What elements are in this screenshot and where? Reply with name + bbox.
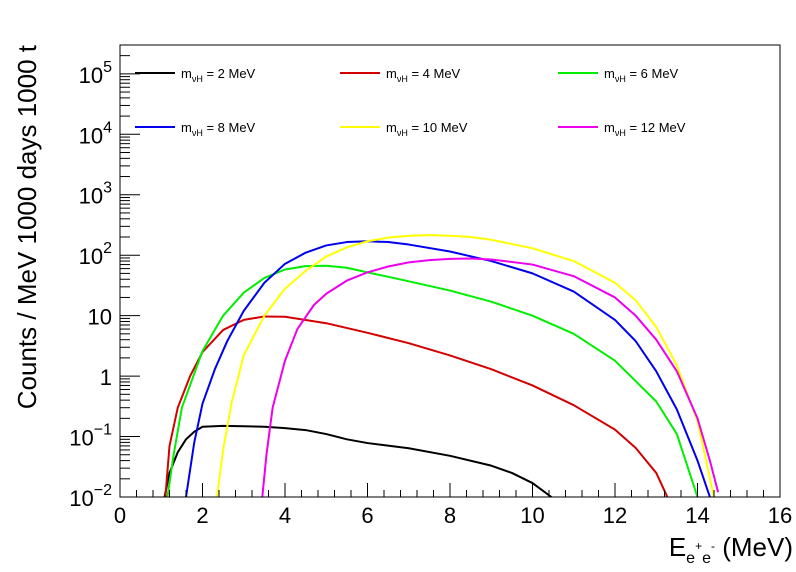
y-tick-label: 103 xyxy=(79,180,112,209)
legend-label-4: mνH = 8 MeV xyxy=(181,120,256,138)
y-tick-label: 105 xyxy=(79,59,112,88)
x-tick-label: 0 xyxy=(114,503,126,528)
y-axis-title: Counts / MeV 1000 days 1000 t xyxy=(12,44,42,409)
legend-label-1: mνH = 2 MeV xyxy=(181,66,256,84)
x-tick-label: 2 xyxy=(196,503,208,528)
x-axis: 0 2 4 6 8 10 12 14 16 xyxy=(114,483,792,528)
y-axis: 10−2 10−1 1 10 102 103 104 105 xyxy=(69,44,140,511)
y-tick-label: 102 xyxy=(79,240,112,269)
x-tick-label: 16 xyxy=(768,503,792,528)
x-tick-label: 14 xyxy=(685,503,709,528)
series-line-2 xyxy=(164,315,669,497)
series-line-5 xyxy=(215,234,715,497)
x-tick-label: 10 xyxy=(520,503,544,528)
series-line-4 xyxy=(185,240,711,497)
x-tick-label: 6 xyxy=(361,503,373,528)
legend-label-6: mνH = 12 MeV xyxy=(604,120,686,138)
legend-label-5: mνH = 10 MeV xyxy=(386,120,468,138)
legend-label-3: mνH = 6 MeV xyxy=(604,66,679,84)
x-tick-label: 12 xyxy=(603,503,627,528)
series-line-1 xyxy=(163,424,553,497)
x-tick-label: 4 xyxy=(279,503,291,528)
y-tick-label: 104 xyxy=(79,119,112,148)
x-axis-title: Ee+e- (MeV) xyxy=(669,532,793,567)
y-tick-label: 10−2 xyxy=(69,482,112,511)
series-line-6 xyxy=(261,257,720,497)
series-line-3 xyxy=(166,264,699,497)
y-tick-label: 10 xyxy=(88,305,112,330)
y-tick-label: 10−1 xyxy=(69,422,112,451)
x-tick-label: 8 xyxy=(444,503,456,528)
series-layer xyxy=(163,234,720,497)
legend-label-2: mνH = 4 MeV xyxy=(386,66,461,84)
y-tick-label: 1 xyxy=(100,365,112,390)
legend: mνH = 2 MeV mνH = 4 MeV mνH = 6 MeV mνH = 8… xyxy=(135,66,686,138)
